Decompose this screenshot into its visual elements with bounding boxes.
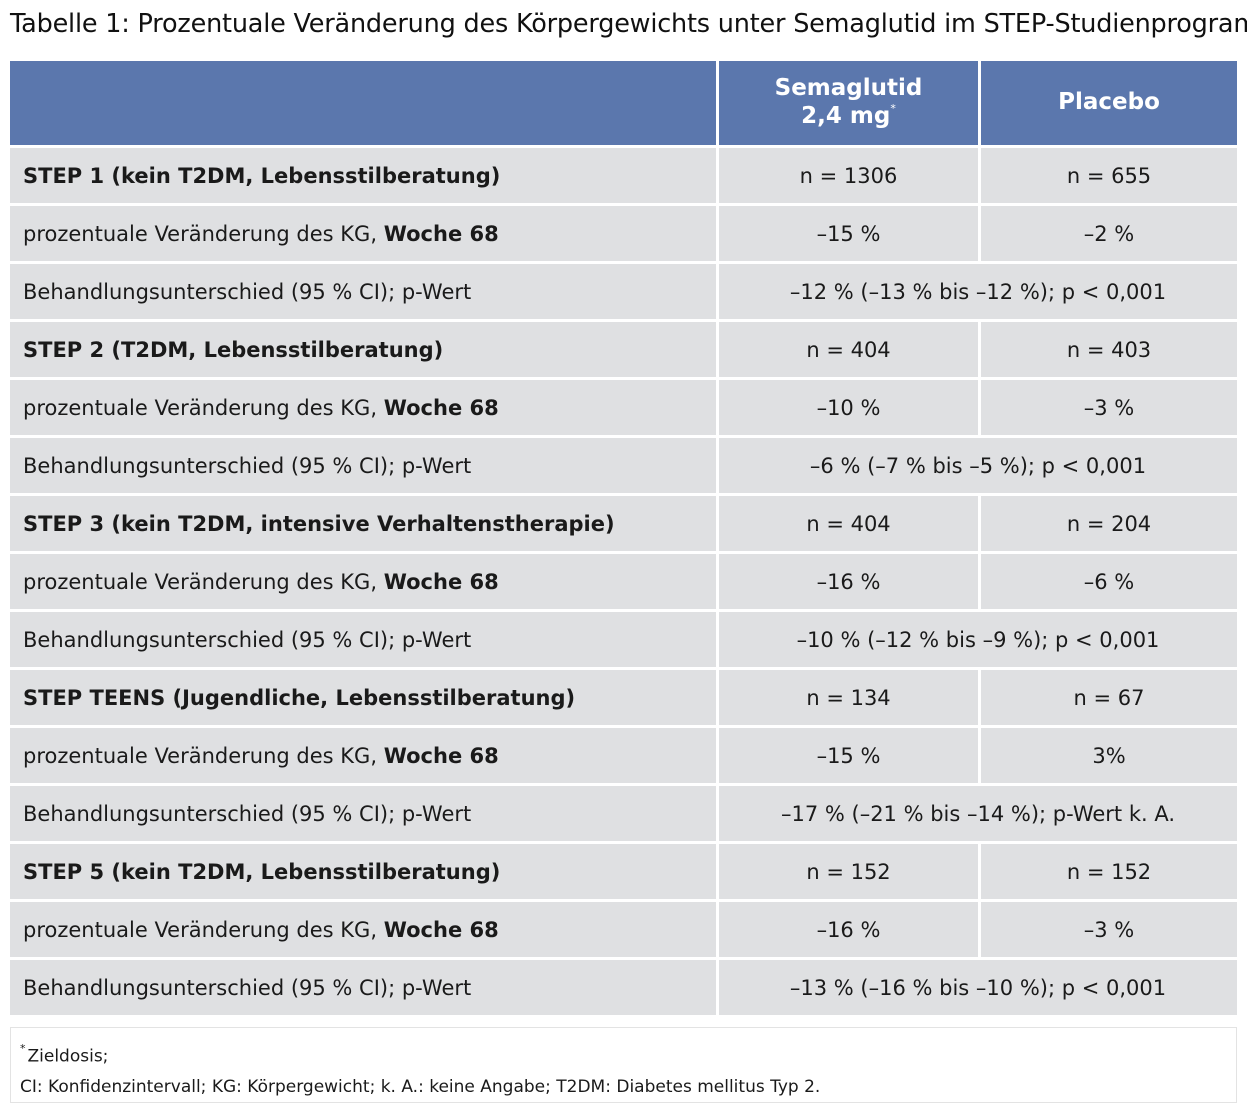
difference-label: Behandlungsunterschied (95 % CI); p-Wert xyxy=(10,612,716,667)
change-label-week: Woche 68 xyxy=(383,569,499,594)
table-header-row: Semaglutid 2,4 mg* Placebo xyxy=(10,61,1237,145)
change-semaglutid: –16 % xyxy=(719,554,978,609)
n-semaglutid: n = 1306 xyxy=(719,148,978,203)
change-semaglutid: –10 % xyxy=(719,380,978,435)
change-label-text: prozentuale Veränderung des KG, xyxy=(23,569,378,594)
n-semaglutid: n = 404 xyxy=(719,496,978,551)
change-placebo: –3 % xyxy=(981,380,1237,435)
table-title: Tabelle 1: Prozentuale Veränderung des K… xyxy=(10,9,1247,39)
difference-value: –6 % (–7 % bis –5 %); p < 0,001 xyxy=(719,438,1237,493)
change-label-week: Woche 68 xyxy=(383,395,499,420)
header-semaglutid: Semaglutid 2,4 mg* xyxy=(719,61,978,145)
table-row-study: STEP 5 (kein T2DM, Lebensstilberatung) n … xyxy=(10,844,1237,899)
table-row-study: STEP 1 (kein T2DM, Lebensstilberatung) n … xyxy=(10,148,1237,203)
change-label-week: Woche 68 xyxy=(383,743,499,768)
study-name: STEP TEENS (Jugendliche, Lebensstilberat… xyxy=(10,670,716,725)
table-row-study: STEP TEENS (Jugendliche, Lebensstilberat… xyxy=(10,670,1237,725)
change-label: prozentuale Veränderung des KG, Woche 68 xyxy=(10,380,716,435)
footnote-line-2: CI: Konfidenzintervall; KG: Körpergewich… xyxy=(20,1076,821,1097)
header-dose: 2,4 mg xyxy=(801,103,891,129)
study-name: STEP 3 (kein T2DM, intensive Verhaltenst… xyxy=(10,496,716,551)
difference-label: Behandlungsunterschied (95 % CI); p-Wert xyxy=(10,786,716,841)
table-footnote: * Zieldosis; CI: Konfidenzintervall; KG: … xyxy=(10,1027,1237,1103)
table-row-difference: Behandlungsunterschied (95 % CI); p-Wert… xyxy=(10,960,1237,1015)
change-label: prozentuale Veränderung des KG, Woche 68 xyxy=(10,554,716,609)
change-semaglutid: –15 % xyxy=(719,206,978,261)
n-placebo: n = 152 xyxy=(981,844,1237,899)
change-placebo: 3% xyxy=(981,728,1237,783)
study-name: STEP 2 (T2DM, Lebensstilberatung) xyxy=(10,322,716,377)
change-label-text: prozentuale Veränderung des KG, xyxy=(23,917,378,942)
header-placebo: Placebo xyxy=(981,61,1237,145)
n-semaglutid: n = 152 xyxy=(719,844,978,899)
difference-label: Behandlungsunterschied (95 % CI); p-Wert xyxy=(10,960,716,1015)
n-placebo: n = 67 xyxy=(981,670,1237,725)
change-label: prozentuale Veränderung des KG, Woche 68 xyxy=(10,728,716,783)
difference-value: –17 % (–21 % bis –14 %); p-Wert k. A. xyxy=(719,786,1237,841)
change-placebo: –6 % xyxy=(981,554,1237,609)
header-semaglutid-line2: 2,4 mg* xyxy=(801,102,896,131)
change-label-text: prozentuale Veränderung des KG, xyxy=(23,743,378,768)
table-row-study: STEP 3 (kein T2DM, intensive Verhaltenst… xyxy=(10,496,1237,551)
header-dose-footnote-mark: * xyxy=(890,102,896,116)
change-label: prozentuale Veränderung des KG, Woche 68 xyxy=(10,902,716,957)
header-empty-cell xyxy=(10,61,716,145)
footnote-mark: * xyxy=(20,1042,26,1055)
table-row-difference: Behandlungsunterschied (95 % CI); p-Wert… xyxy=(10,786,1237,841)
difference-value: –13 % (–16 % bis –10 %); p < 0,001 xyxy=(719,960,1237,1015)
table-row-study: STEP 2 (T2DM, Lebensstilberatung) n = 404… xyxy=(10,322,1237,377)
header-semaglutid-line1: Semaglutid xyxy=(774,75,923,102)
study-name: STEP 1 (kein T2DM, Lebensstilberatung) xyxy=(10,148,716,203)
study-name: STEP 5 (kein T2DM, Lebensstilberatung) xyxy=(10,844,716,899)
table-row-difference: Behandlungsunterschied (95 % CI); p-Wert… xyxy=(10,438,1237,493)
n-semaglutid: n = 134 xyxy=(719,670,978,725)
difference-value: –12 % (–13 % bis –12 %); p < 0,001 xyxy=(719,264,1237,319)
n-placebo: n = 403 xyxy=(981,322,1237,377)
n-placebo: n = 655 xyxy=(981,148,1237,203)
table-row-change: prozentuale Veränderung des KG, Woche 68… xyxy=(10,206,1237,261)
difference-label: Behandlungsunterschied (95 % CI); p-Wert xyxy=(10,264,716,319)
change-semaglutid: –16 % xyxy=(719,902,978,957)
n-semaglutid: n = 404 xyxy=(719,322,978,377)
table-body: STEP 1 (kein T2DM, Lebensstilberatung) n … xyxy=(10,148,1237,1015)
change-placebo: –3 % xyxy=(981,902,1237,957)
difference-label: Behandlungsunterschied (95 % CI); p-Wert xyxy=(10,438,716,493)
change-semaglutid: –15 % xyxy=(719,728,978,783)
change-label-week: Woche 68 xyxy=(383,221,499,246)
n-placebo: n = 204 xyxy=(981,496,1237,551)
table-row-change: prozentuale Veränderung des KG, Woche 68… xyxy=(10,728,1237,783)
table-row-change: prozentuale Veränderung des KG, Woche 68… xyxy=(10,380,1237,435)
change-label-text: prozentuale Veränderung des KG, xyxy=(23,395,378,420)
table-row-change: prozentuale Veränderung des KG, Woche 68… xyxy=(10,902,1237,957)
difference-value: –10 % (–12 % bis –9 %); p < 0,001 xyxy=(719,612,1237,667)
change-label: prozentuale Veränderung des KG, Woche 68 xyxy=(10,206,716,261)
table-row-difference: Behandlungsunterschied (95 % CI); p-Wert… xyxy=(10,612,1237,667)
table-row-change: prozentuale Veränderung des KG, Woche 68… xyxy=(10,554,1237,609)
footnote-line-1: * Zieldosis; xyxy=(20,1037,1226,1072)
change-label-week: Woche 68 xyxy=(383,917,499,942)
change-placebo: –2 % xyxy=(981,206,1237,261)
footnote-zieldosis: Zieldosis; xyxy=(27,1046,109,1067)
table-row-difference: Behandlungsunterschied (95 % CI); p-Wert… xyxy=(10,264,1237,319)
change-label-text: prozentuale Veränderung des KG, xyxy=(23,221,378,246)
step-results-table: Semaglutid 2,4 mg* Placebo STEP 1 (kein … xyxy=(10,61,1237,1015)
